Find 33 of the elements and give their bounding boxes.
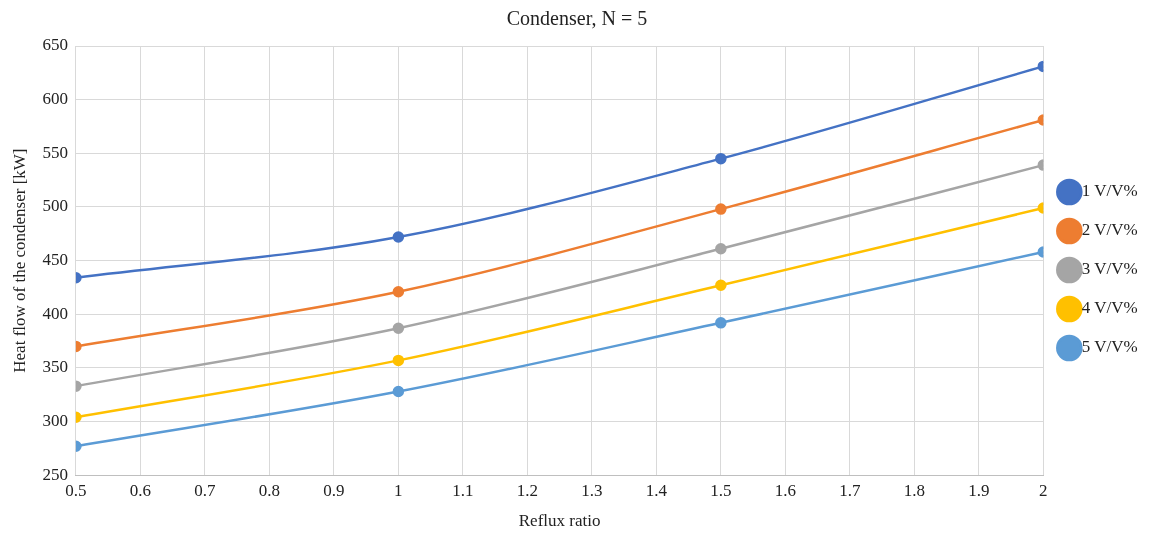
x-tick-label: 1.5 bbox=[710, 480, 732, 500]
x-tick-label: 1.7 bbox=[839, 480, 861, 500]
x-tick-label: 1.2 bbox=[516, 480, 538, 500]
x-tick-label: 0.7 bbox=[194, 480, 217, 500]
legend-label: 3 V/V% bbox=[1081, 259, 1138, 279]
y-tick-label: 450 bbox=[42, 250, 68, 270]
y-tick-label: 350 bbox=[42, 357, 68, 377]
x-tick-label: 0.8 bbox=[258, 480, 281, 500]
y-tick-label: 500 bbox=[42, 196, 68, 216]
x-tick-label: 1 bbox=[394, 480, 403, 500]
x-tick-label: 1.4 bbox=[645, 480, 668, 500]
x-tick-label: 0.9 bbox=[323, 480, 345, 500]
x-tick-label: 0.6 bbox=[129, 480, 152, 500]
x-tick-label: 0.5 bbox=[65, 480, 87, 500]
y-tick-label: 600 bbox=[42, 89, 68, 109]
chart-title: Condenser, N = 5 bbox=[506, 7, 648, 30]
x-tick-label: 1.6 bbox=[774, 480, 796, 500]
x-tick-label: 1.3 bbox=[581, 480, 603, 500]
y-tick-label: 250 bbox=[42, 464, 68, 484]
y-tick-label: 550 bbox=[42, 142, 68, 162]
x-tick-label: 1.8 bbox=[903, 480, 925, 500]
legend-label: 5 V/V% bbox=[1081, 337, 1138, 357]
x-axis-title: Reflux ratio bbox=[518, 511, 601, 531]
legend-label: 4 V/V% bbox=[1081, 298, 1138, 318]
y-tick-label: 650 bbox=[42, 35, 68, 55]
legend-label: 1 V/V% bbox=[1081, 181, 1138, 201]
y-axis-title: Heat flow of the condenser [kW] bbox=[9, 148, 29, 373]
y-tick-label: 400 bbox=[42, 303, 68, 323]
x-tick-label: 1.1 bbox=[452, 480, 474, 500]
y-tick-label: 300 bbox=[42, 411, 68, 431]
legend-label: 2 V/V% bbox=[1081, 220, 1138, 240]
x-tick-label: 2 bbox=[1039, 480, 1048, 500]
x-tick-label: 1.9 bbox=[968, 480, 990, 500]
